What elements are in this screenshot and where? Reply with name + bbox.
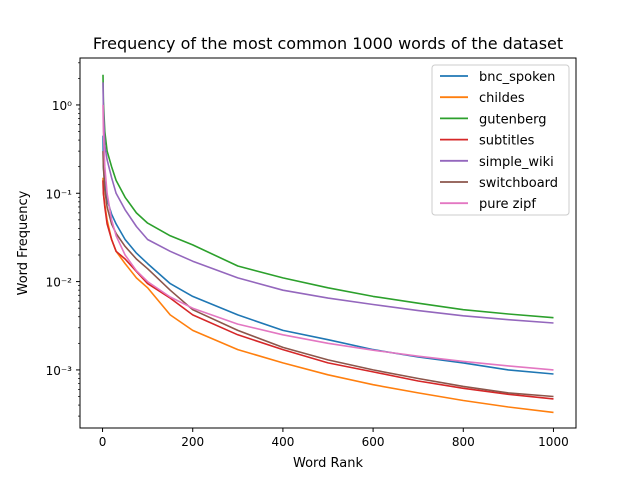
legend-label: switchboard bbox=[479, 176, 558, 191]
y-tick-label: 10⁻³ bbox=[46, 364, 73, 378]
x-tick-label: 200 bbox=[181, 435, 204, 449]
legend-label: pure zipf bbox=[479, 197, 536, 212]
plot-area bbox=[102, 74, 554, 414]
y-tick-label: 10⁰ bbox=[52, 99, 72, 113]
x-tick-label: 800 bbox=[452, 435, 475, 449]
x-axis: 0 200 400 600 800 1000 bbox=[99, 428, 569, 449]
chart-title: Frequency of the most common 1000 words … bbox=[93, 34, 563, 53]
x-tick-label: 1000 bbox=[538, 435, 569, 449]
legend-box bbox=[431, 64, 570, 216]
axes-frame bbox=[79, 57, 577, 429]
y-tick-label: 10⁻¹ bbox=[46, 187, 73, 201]
x-tick-label: 600 bbox=[362, 435, 385, 449]
series-line-pure-zipf bbox=[102, 104, 554, 371]
y-axis-label: Word Frequency bbox=[16, 190, 31, 295]
legend-label: childes bbox=[479, 91, 525, 106]
legend-label: gutenberg bbox=[479, 112, 546, 127]
y-axis: 10⁻³ 10⁻² 10⁻¹ 10⁰ bbox=[46, 62, 80, 417]
legend-label: simple_wiki bbox=[479, 155, 554, 170]
x-axis-label: Word Rank bbox=[293, 456, 363, 471]
series-line-switchboard bbox=[102, 151, 554, 398]
legend-label: bnc_spoken bbox=[479, 70, 555, 85]
legend-label: subtitles bbox=[479, 134, 535, 149]
x-tick-label: 0 bbox=[99, 435, 107, 449]
series-line-gutenberg bbox=[102, 74, 554, 319]
y-tick-label: 10⁻² bbox=[46, 276, 73, 290]
series-line-subtitles bbox=[102, 180, 554, 400]
x-tick-label: 400 bbox=[271, 435, 294, 449]
series-line-simple-wiki bbox=[102, 82, 554, 324]
